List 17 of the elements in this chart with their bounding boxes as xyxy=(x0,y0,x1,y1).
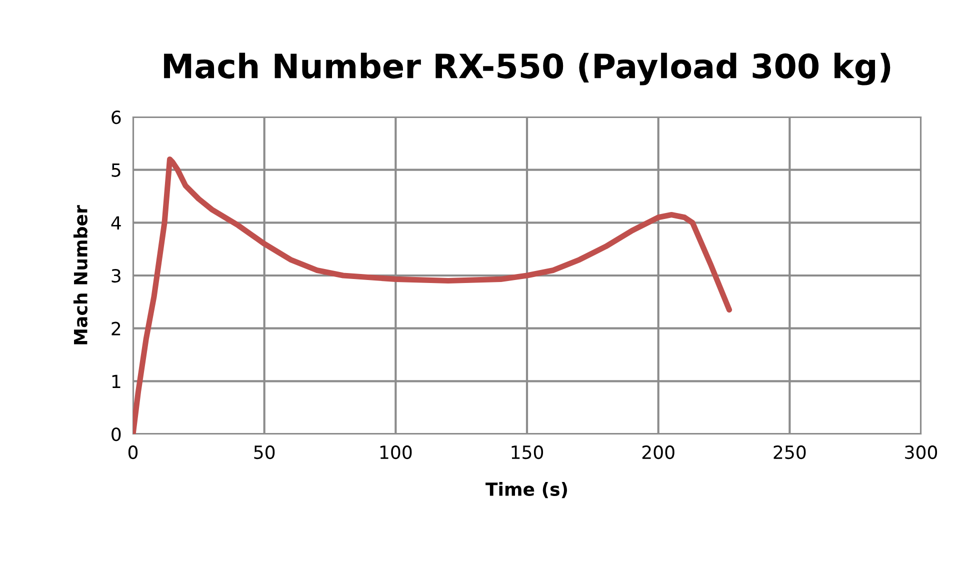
x-tick-label: 300 xyxy=(905,445,938,460)
y-tick-label: 6 xyxy=(112,110,121,124)
x-tick-label: 100 xyxy=(380,445,412,460)
y-tick-label: 0 xyxy=(112,427,121,442)
x-tick-label: 50 xyxy=(254,445,275,460)
y-tick-label: 4 xyxy=(111,216,121,230)
y-tick-label: 5 xyxy=(112,164,120,177)
y-tick-label: 1 xyxy=(112,374,120,388)
x-tick-label: 150 xyxy=(512,445,544,460)
x-axis-title: Time (s) xyxy=(486,482,567,498)
x-tick-label: 250 xyxy=(774,445,806,460)
y-axis-title: Mach Number xyxy=(73,205,88,344)
y-tick-label: 3 xyxy=(112,268,120,283)
y-tick-label: 2 xyxy=(112,322,120,336)
chart-title: Mach Number RX-550 (Payload 300 kg) xyxy=(164,52,890,86)
x-tick-label: 200 xyxy=(642,445,674,460)
x-tick-label: 0 xyxy=(128,445,138,460)
